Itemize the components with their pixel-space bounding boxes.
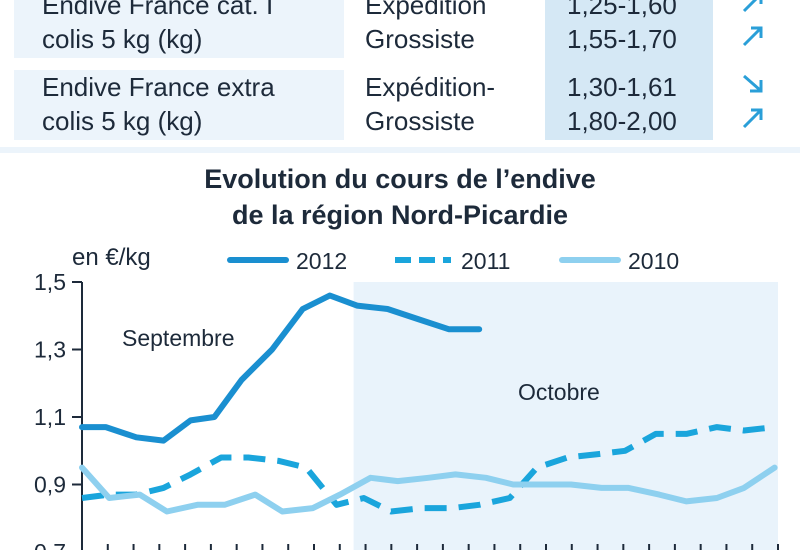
chart-subtitle: de la région Nord-Picardie [231,200,569,230]
y-tick-label: 1,1 [34,404,66,430]
product-name: Endive France extra [42,72,275,102]
y-tick-label: 0,7 [34,539,66,550]
stage-cell: Expédition- Grossiste [355,70,545,140]
october-period-shade [353,282,778,550]
legend-label-2011: 2011 [461,248,510,274]
trend-up-arrow-icon [742,108,763,129]
stage-cell: Expédition Grossiste [355,0,545,58]
price-range: 1,30-1,61 [567,72,677,102]
y-tick-label: 0,9 [34,472,66,498]
stage-line: Expédition [365,0,487,20]
trend-cell [713,0,800,58]
product-unit: colis 5 kg (kg) [42,106,203,136]
price-range: 1,25-1,60 [567,0,677,20]
series-line-2010 [79,464,778,515]
stage-line: Grossiste [365,24,475,54]
y-tick-label: 1,5 [34,269,66,295]
trend-down-arrow-icon [743,74,763,93]
legend-label-2010: 2010 [628,248,679,274]
stage-line: Expédition- [365,72,496,102]
price-cell: 1,25-1,60 1,55-1,70 [545,0,713,58]
series-line-2012 [79,292,483,444]
y-tick-label: 1,3 [34,337,66,363]
product-name: Endive France cat. I [42,0,274,20]
trend-cell [713,70,800,140]
chart-title: Evolution du cours de l’endive [204,164,596,194]
period-label: Septembre [122,325,235,351]
period-label: Octobre [518,379,600,405]
stage-line: Grossiste [365,106,475,136]
product-cell: Endive France extra colis 5 kg (kg) [14,70,344,140]
series-line-2011 [81,424,775,515]
y-axis-unit-label: en €/kg [72,244,151,271]
price-range: 1,55-1,70 [567,24,677,54]
trend-up-arrow-icon [742,0,763,13]
price-table: Endive France cat. I colis 5 kg (kg) Exp… [0,0,800,140]
product-cell: Endive France cat. I colis 5 kg (kg) [14,0,344,58]
price-range: 1,80-2,00 [567,106,677,136]
product-unit: colis 5 kg (kg) [42,24,203,54]
price-cell: 1,30-1,61 1,80-2,00 [545,70,713,140]
trend-up-arrow-icon [742,26,763,47]
section-divider [0,147,800,153]
legend-label-2012: 2012 [296,248,347,274]
